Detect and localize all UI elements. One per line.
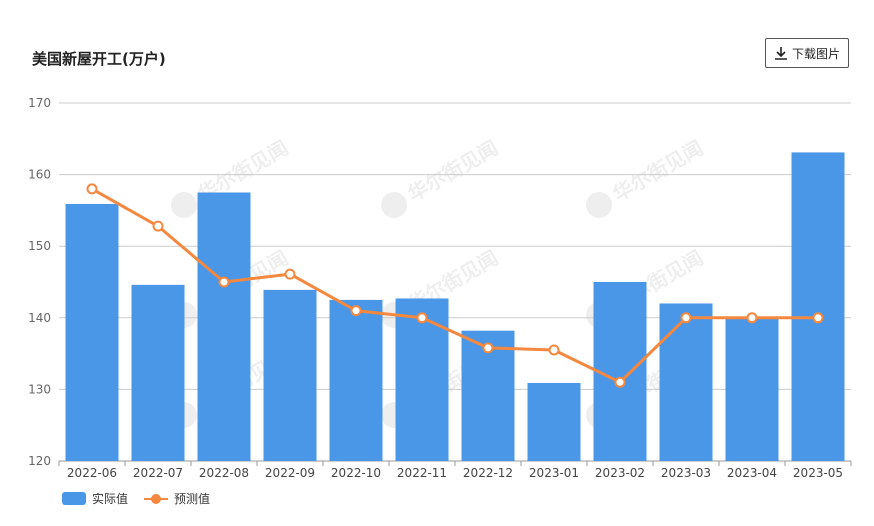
- x-tick-label: 2023-04: [727, 466, 777, 480]
- x-tick-label: 2022-06: [67, 466, 117, 480]
- forecast-point: [86, 183, 98, 195]
- y-tick-label: 170: [28, 96, 51, 110]
- legend-swatch-bar: [62, 492, 86, 505]
- svg-text:华尔街见闻: 华尔街见闻: [609, 136, 708, 207]
- legend-item-forecast[interactable]: 预测值: [144, 490, 210, 507]
- y-tick-label: 130: [28, 382, 51, 396]
- x-tick-label: 2023-03: [661, 466, 711, 480]
- x-tick-label: 2023-05: [793, 466, 843, 480]
- forecast-line: [91, 187, 818, 384]
- forecast-point: [284, 268, 296, 280]
- download-image-label: 下载图片: [791, 46, 840, 61]
- x-tick-label: 2022-10: [331, 466, 381, 480]
- x-tick-label: 2023-01: [529, 466, 579, 480]
- legend-swatch-line: [144, 492, 169, 505]
- forecast-point: [746, 312, 758, 324]
- bar: [197, 192, 251, 461]
- forecast-point: [416, 312, 428, 324]
- download-icon: [774, 47, 787, 60]
- legend: 实际值 预测值: [62, 490, 210, 507]
- y-tick-label: 160: [28, 168, 51, 182]
- bar: [263, 289, 317, 461]
- forecast-point: [614, 376, 626, 388]
- forecast-point: [152, 220, 164, 232]
- bar: [791, 152, 845, 462]
- watermark: 华尔街见闻: [381, 136, 503, 218]
- bar: [329, 299, 383, 461]
- bar: [65, 203, 119, 461]
- x-tick-label: 2022-08: [199, 466, 249, 480]
- y-tick-label: 120: [28, 454, 51, 468]
- x-tick-label: 2022-07: [133, 466, 183, 480]
- legend-label-forecast: 预测值: [174, 492, 211, 506]
- forecast-point: [218, 276, 230, 288]
- bar: [659, 303, 713, 461]
- chart-title: 美国新屋开工(万户): [32, 50, 166, 68]
- legend-label-actual: 实际值: [92, 492, 129, 506]
- watermark: 华尔街见闻: [586, 136, 708, 219]
- legend-item-actual[interactable]: 实际值: [62, 490, 128, 507]
- bar: [131, 284, 185, 461]
- y-tick-label: 150: [28, 239, 51, 253]
- download-image-button[interactable]: 下载图片: [765, 38, 849, 68]
- forecast-point: [548, 344, 560, 356]
- forecast-point: [680, 312, 692, 324]
- bar: [593, 282, 647, 461]
- x-tick-label: 2022-12: [463, 466, 513, 480]
- bar: [527, 382, 581, 461]
- y-tick-label: 140: [28, 311, 51, 325]
- x-tick-label: 2022-11: [397, 466, 447, 480]
- x-tick-label: 2023-02: [595, 466, 645, 480]
- bar: [725, 317, 779, 461]
- forecast-point: [812, 312, 824, 324]
- svg-text:华尔街见闻: 华尔街见闻: [404, 136, 503, 207]
- x-tick-label: 2022-09: [265, 466, 315, 480]
- forecast-point: [350, 305, 362, 317]
- forecast-point: [482, 342, 494, 354]
